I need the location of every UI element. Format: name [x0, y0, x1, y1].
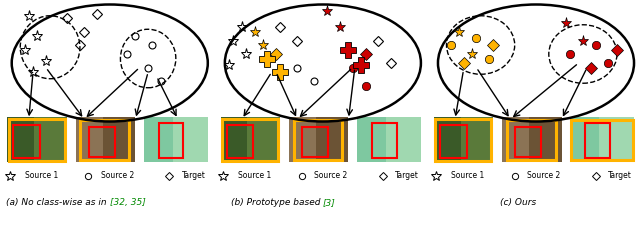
Bar [173, 117, 208, 162]
Bar [386, 117, 421, 162]
Text: Target: Target [182, 171, 206, 180]
Bar [502, 117, 561, 162]
Bar [515, 127, 541, 157]
Text: Target: Target [396, 171, 419, 180]
Bar [572, 120, 633, 160]
Bar [144, 117, 208, 162]
Bar [434, 117, 493, 162]
Bar [294, 120, 342, 160]
Bar [570, 117, 634, 162]
Bar [102, 117, 135, 162]
Text: (a) No class-wise as in: (a) No class-wise as in [6, 198, 110, 207]
Bar [372, 123, 397, 158]
Bar [159, 123, 184, 158]
Bar [9, 119, 65, 161]
Bar [586, 123, 610, 158]
Bar [289, 117, 348, 162]
Bar [35, 117, 67, 162]
Bar [357, 117, 421, 162]
Text: Source 1: Source 1 [237, 171, 271, 180]
Bar [302, 127, 328, 157]
Text: [3]: [3] [323, 198, 335, 207]
Bar [507, 120, 556, 160]
Bar [316, 117, 348, 162]
Bar [461, 117, 493, 162]
Bar [599, 117, 634, 162]
Bar [13, 125, 40, 158]
Bar [435, 119, 491, 161]
Text: Source 2: Source 2 [527, 171, 561, 180]
Text: (b) Prototype based: (b) Prototype based [230, 198, 323, 207]
Text: Source 1: Source 1 [451, 171, 484, 180]
Bar [81, 120, 129, 160]
Bar [8, 117, 67, 162]
Bar [440, 125, 467, 158]
Bar [89, 127, 115, 157]
Bar [227, 125, 253, 158]
Text: Source 1: Source 1 [24, 171, 58, 180]
Text: Source 2: Source 2 [314, 171, 348, 180]
Bar [222, 119, 278, 161]
Text: [32, 35]: [32, 35] [110, 198, 145, 207]
Bar [529, 117, 561, 162]
Text: (c) Ours: (c) Ours [500, 198, 536, 207]
Text: Target: Target [609, 171, 632, 180]
Bar [221, 117, 280, 162]
Bar [248, 117, 280, 162]
Text: Source 2: Source 2 [101, 171, 134, 180]
Bar [76, 117, 135, 162]
